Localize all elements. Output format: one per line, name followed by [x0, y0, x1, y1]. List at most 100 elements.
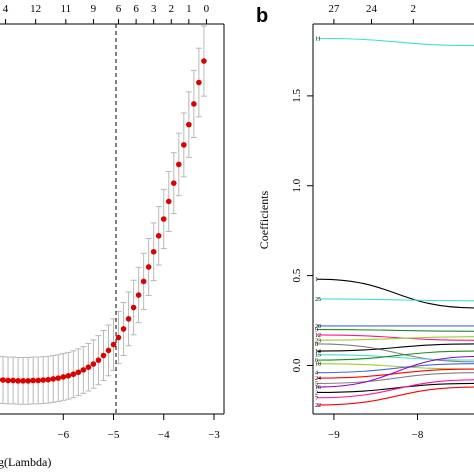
- top-tick-label: 12: [30, 3, 41, 15]
- coefficient-path-label: 1: [315, 277, 318, 283]
- panel-b-y-axis-title: Coefficients: [257, 190, 271, 249]
- coefficient-path: [316, 37, 474, 47]
- cv-point: [10, 377, 16, 384]
- cv-point: [186, 121, 192, 128]
- panel-a-top-ticks: 4 12 11 9 6 6 3 2 1 0: [3, 3, 210, 24]
- cv-point: [95, 357, 102, 363]
- cv-point: [35, 377, 41, 384]
- coefficient-path-label: 16: [315, 385, 321, 391]
- cv-point: [0, 377, 6, 383]
- cv-point: [160, 216, 167, 222]
- coefficient-path-label: 24: [315, 376, 321, 382]
- top-tick-label: 11: [61, 3, 72, 15]
- cv-point: [130, 304, 137, 311]
- coefficient-path-label: 4: [315, 371, 318, 377]
- coefficient-path-label: 7: [315, 396, 318, 402]
- x-tick-label: −8: [412, 429, 424, 441]
- cv-point: [75, 369, 82, 376]
- y-tick-label: 0.0: [291, 358, 303, 372]
- x-tick-label: −9: [328, 429, 340, 441]
- cv-point: [5, 377, 11, 384]
- cv-point: [15, 378, 21, 384]
- cv-point: [20, 378, 26, 384]
- top-tick-label: 24: [366, 3, 378, 15]
- cv-point: [85, 364, 92, 371]
- coefficient-path-label: 15: [315, 353, 321, 359]
- cv-point: [80, 367, 87, 373]
- panel-a-x-ticks: −6 −5 −4 −3: [57, 414, 220, 441]
- cv-point: [105, 347, 112, 354]
- coefficient-path: [316, 343, 474, 363]
- cv-point: [196, 79, 202, 86]
- panel-a-x-axis-title: g(Lambda): [0, 455, 51, 469]
- y-tick-label: 1.0: [291, 178, 303, 192]
- panel-b-label: b: [256, 5, 268, 27]
- coefficient-path: [316, 354, 474, 361]
- panel-b-y-ticks: 0.0 0.5 1.0 1.5: [291, 89, 313, 372]
- cv-point: [155, 232, 162, 239]
- coefficient-path: [316, 363, 474, 374]
- cv-point: [30, 377, 36, 384]
- cv-point: [140, 278, 147, 285]
- coefficient-path: [316, 368, 474, 379]
- cv-point: [170, 180, 177, 186]
- coefficient-path: [316, 382, 474, 393]
- panel-a-error-bars: [0, 25, 207, 405]
- cv-point: [125, 316, 132, 322]
- cv-point: [145, 264, 152, 270]
- coefficient-path-label: 25: [315, 297, 321, 303]
- cv-point: [165, 198, 172, 205]
- cv-point: [176, 161, 182, 168]
- x-tick-label: −3: [208, 429, 220, 441]
- coefficient-path: [316, 379, 474, 399]
- cv-point: [40, 377, 46, 383]
- coefficient-path: [316, 350, 474, 361]
- coefficient-path: [316, 363, 474, 370]
- top-tick-label: 6: [133, 3, 139, 15]
- coefficient-path-label: 5: [315, 381, 318, 387]
- panel-b-top-ticks: 27 24 2: [328, 3, 416, 24]
- coefficient-path-label: 18: [315, 362, 321, 368]
- panel-b-x-ticks: −9−8−7: [328, 414, 424, 441]
- cv-point: [90, 361, 97, 367]
- coefficient-path: [316, 278, 474, 309]
- panel-a-cv-plot: −6 −5 −4 −3 4 12 11 9 6 6 3 2 1 0 g(Lambda): [0, 3, 225, 469]
- coefficient-path: [316, 298, 474, 302]
- top-tick-label: 2: [169, 3, 175, 15]
- top-tick-label: 27: [328, 3, 340, 15]
- coefficient-path-label: 9: [315, 328, 318, 334]
- coefficient-path-label: 12: [315, 333, 321, 339]
- coefficient-path: [316, 328, 474, 332]
- cv-point: [50, 376, 57, 382]
- cv-point: [115, 334, 122, 341]
- coefficient-path-label: 20: [315, 324, 321, 330]
- top-tick-label: 4: [3, 3, 9, 15]
- coefficient-path: [316, 355, 474, 388]
- coefficient-path-label: 2: [315, 390, 318, 396]
- coefficient-path: [316, 372, 474, 384]
- coefficient-path: [316, 334, 474, 341]
- coefficient-path-label: 22: [315, 403, 321, 409]
- cv-point: [65, 372, 72, 379]
- y-tick-label: 1.5: [291, 89, 303, 103]
- cv-point: [201, 58, 207, 64]
- x-tick-label: −6: [57, 429, 69, 441]
- coefficient-path-label: 23: [315, 338, 321, 344]
- top-tick-label: 2: [411, 3, 417, 15]
- cv-point: [100, 352, 107, 359]
- cv-point: [191, 101, 197, 107]
- top-tick-label: 0: [204, 3, 210, 15]
- y-tick-label: 0.5: [291, 268, 303, 282]
- cv-point: [110, 341, 117, 348]
- top-tick-label: 3: [151, 3, 157, 15]
- coefficient-path: [316, 386, 474, 406]
- cv-point: [45, 376, 52, 383]
- top-tick-label: 9: [91, 3, 97, 15]
- cv-point: [120, 326, 127, 332]
- coefficient-path-label: 6: [315, 358, 318, 364]
- coefficient-path-label: 11: [315, 36, 321, 42]
- coefficient-path-label: 14: [315, 349, 321, 355]
